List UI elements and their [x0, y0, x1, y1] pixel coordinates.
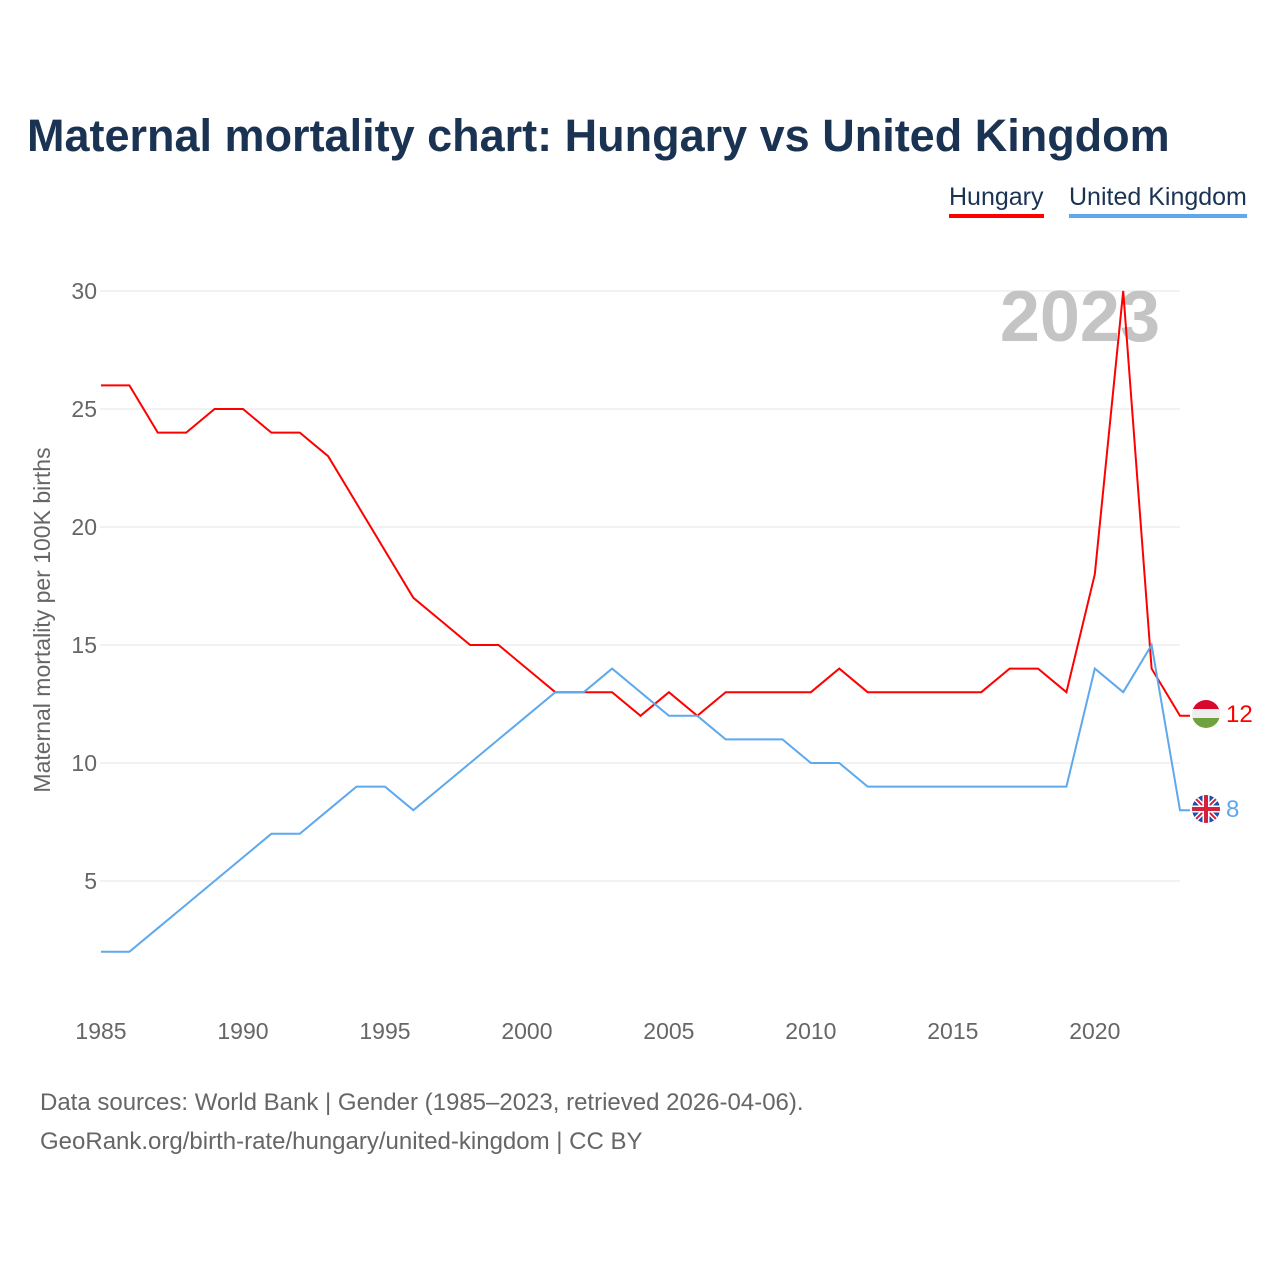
x-tick-label: 2015	[927, 1018, 978, 1044]
footer-sources: Data sources: World Bank | Gender (1985–…	[40, 1089, 804, 1116]
legend-hungary[interactable]: Hungary	[949, 183, 1044, 218]
y-tick-label: 20	[71, 514, 97, 540]
x-tick-label: 1995	[359, 1018, 410, 1044]
y-tick-label: 30	[71, 278, 97, 304]
footer-url[interactable]: GeoRank.org/birth-rate/hungary/united-ki…	[40, 1128, 643, 1155]
x-tick-label: 2010	[785, 1018, 836, 1044]
x-tick-label: 2020	[1069, 1018, 1120, 1044]
y-tick-label: 25	[71, 396, 97, 422]
chart-title: Maternal mortality chart: Hungary vs Uni…	[27, 110, 1170, 161]
x-tick-label: 2005	[643, 1018, 694, 1044]
series-line-united-kingdom	[101, 642, 1190, 953]
y-tick-label: 15	[71, 632, 97, 658]
year-watermark: 2023	[1000, 277, 1160, 357]
y-tick-label: 5	[84, 868, 97, 894]
x-tick-label: 1990	[217, 1018, 268, 1044]
x-tick-label: 2000	[501, 1018, 552, 1044]
y-axis-label: Maternal mortality per 100K births	[29, 447, 55, 792]
legend-united-kingdom[interactable]: United Kingdom	[1069, 183, 1247, 218]
hungary-flag-icon	[1192, 700, 1220, 728]
x-tick-label: 1985	[75, 1018, 126, 1044]
uk-end-label: 8	[1226, 796, 1239, 823]
hungary-end-label: 12	[1226, 701, 1253, 728]
y-tick-label: 10	[71, 750, 97, 776]
uk-flag-icon	[1192, 795, 1220, 823]
